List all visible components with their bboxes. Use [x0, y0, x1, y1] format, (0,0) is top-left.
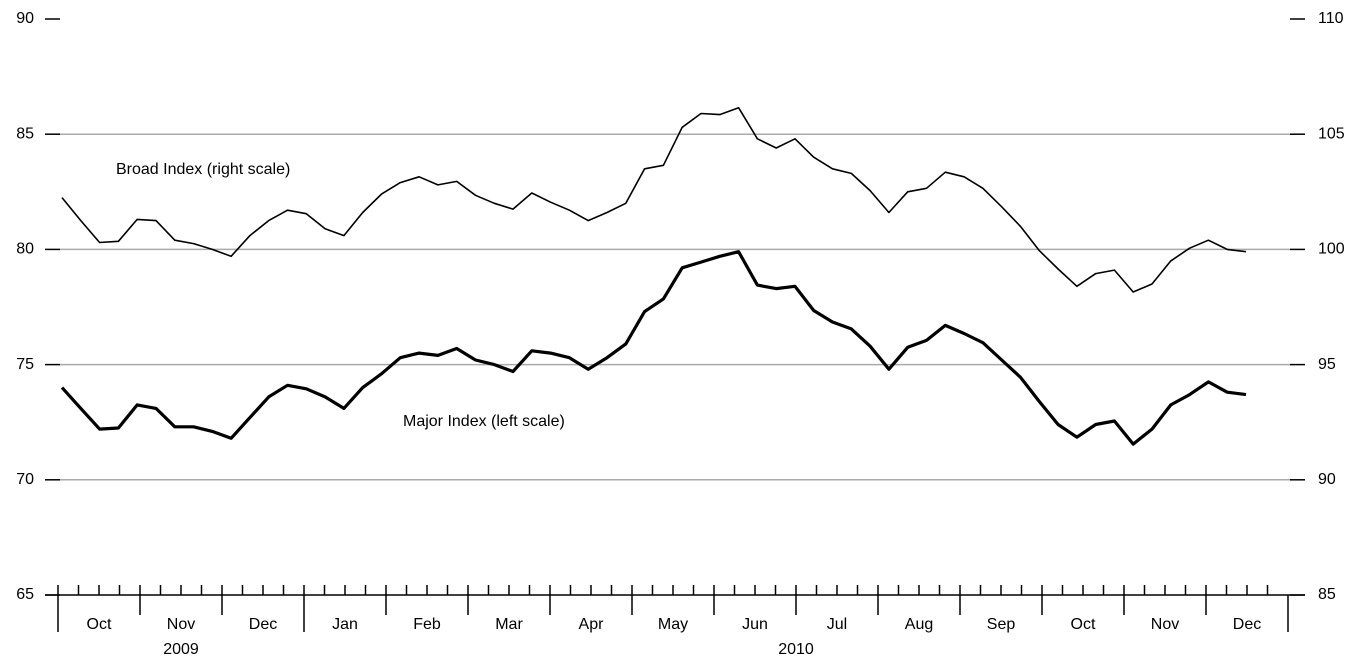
y-tick-label: 75	[16, 356, 34, 373]
month-label: Oct	[87, 616, 112, 633]
month-label: Sep	[987, 616, 1016, 633]
month-label: Mar	[495, 616, 523, 633]
y2-tick-label: 85	[1318, 586, 1336, 603]
y-tick-label: 90	[16, 10, 34, 27]
y-tick-label: 85	[16, 125, 34, 142]
month-label: Jun	[742, 616, 768, 633]
month-label: Nov	[1151, 616, 1179, 633]
series-line	[60, 250, 1247, 446]
month-label: May	[658, 616, 688, 633]
month-label: Dec	[1233, 616, 1261, 633]
series-label: Broad Index (right scale)	[116, 161, 290, 178]
month-label: Jul	[827, 616, 847, 633]
y2-tick-label: 105	[1318, 125, 1345, 142]
y-tick-label: 80	[16, 241, 34, 258]
year-label: 2009	[163, 641, 199, 658]
year-label: 2010	[778, 641, 814, 658]
series-line	[61, 106, 1247, 293]
month-label: Feb	[413, 616, 441, 633]
month-label: Aug	[905, 616, 933, 633]
y-tick-label: 65	[16, 586, 34, 603]
y2-tick-label: 110	[1318, 10, 1344, 27]
month-label: Jan	[332, 616, 358, 633]
month-label: Apr	[579, 616, 605, 633]
y2-tick-label: 95	[1318, 356, 1336, 373]
month-label: Nov	[167, 616, 195, 633]
month-label: Oct	[1071, 616, 1096, 633]
y2-tick-label: 90	[1318, 471, 1336, 488]
series-label: Major Index (left scale)	[403, 413, 565, 430]
y2-tick-label: 100	[1318, 241, 1345, 258]
month-label: Dec	[249, 616, 277, 633]
y-tick-label: 70	[16, 471, 34, 488]
